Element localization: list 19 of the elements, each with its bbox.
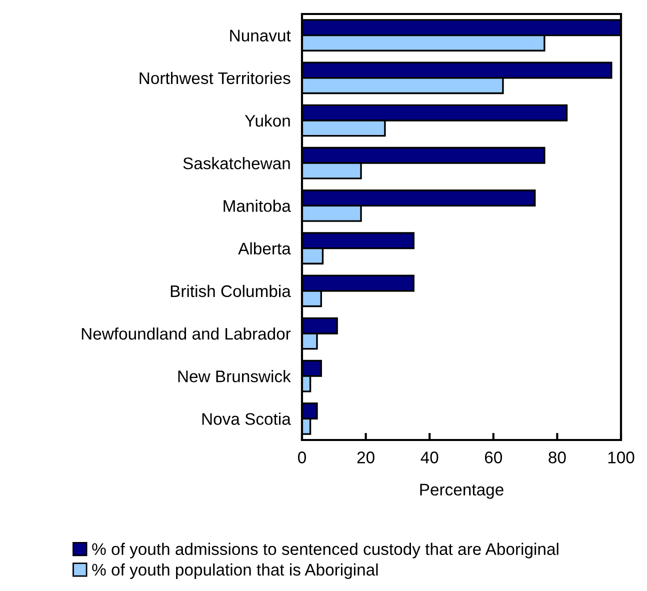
x-tick-label: 0 — [298, 452, 306, 464]
x-tick-label: 40 — [420, 452, 438, 464]
y-tick-label: Nunavut — [230, 30, 291, 42]
x-tick-label: 80 — [548, 452, 566, 464]
x-tick-label: 100 — [608, 452, 634, 464]
legend-label: % of youth population that is Aboriginal — [92, 563, 378, 579]
y-tick-label: Manitoba — [224, 200, 291, 212]
x-tick-label: 60 — [484, 452, 502, 464]
y-tick-label: Northwest Territories — [140, 72, 290, 84]
y-tick-label: Nova Scotia — [202, 412, 291, 425]
y-tick-label: Newfoundland and Labrador — [82, 327, 291, 340]
y-tick-label: New Brunswick — [178, 370, 291, 382]
x-tick-label: 20 — [357, 452, 374, 464]
x-axis-title: Percentage — [420, 484, 504, 499]
y-tick-label: Saskatchewan — [183, 157, 290, 170]
y-tick-label: Yukon — [244, 114, 290, 127]
legend-label: % of youth admissions to sentenced custody that are Aboriginal — [92, 542, 558, 558]
y-tick-label: Alberta — [238, 242, 291, 255]
y-tick-label: British Columbia — [170, 284, 291, 298]
